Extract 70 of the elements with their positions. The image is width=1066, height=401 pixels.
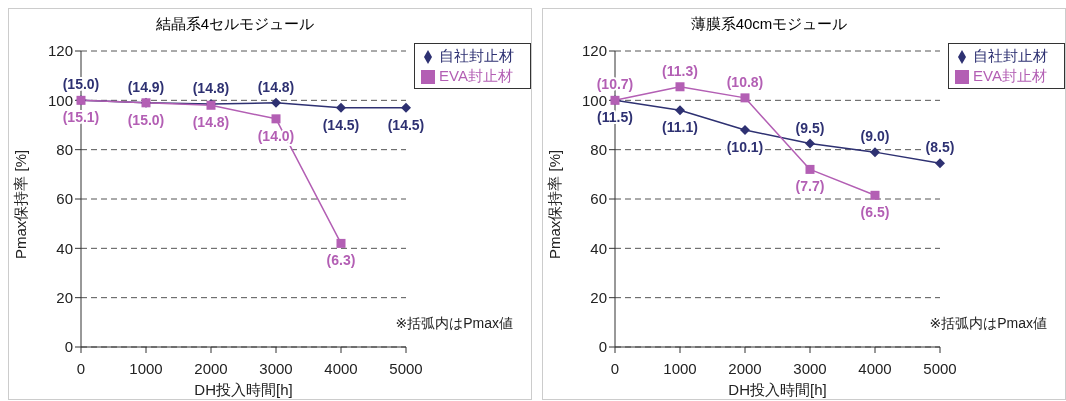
y-tick-label: 20: [590, 288, 607, 306]
annotation: (14.8): [192, 114, 230, 131]
y-axis-title: Pmax保持率 [%]: [12, 149, 30, 259]
annotation: (6.5): [860, 204, 890, 221]
point: [271, 97, 281, 108]
point: [401, 102, 411, 113]
x-tick-label: 1000: [663, 359, 697, 377]
point: [675, 105, 685, 116]
x-tick-label: 0: [610, 359, 620, 377]
x-tick-label: 0: [76, 359, 86, 377]
point: [740, 124, 750, 135]
y-tick-label: 60: [590, 190, 607, 208]
annotation: ※括弧内はPmax値: [395, 315, 513, 333]
annotation: (14.8): [192, 80, 230, 97]
legend-label: EVA封止材: [439, 67, 513, 84]
y-tick-label: 0: [598, 338, 607, 356]
chart-title: 結晶系4セルモジュール: [154, 14, 316, 34]
y-tick-label: 20: [56, 288, 73, 306]
y-axis-title: Pmax保持率 [%]: [546, 149, 564, 259]
y-tick-label: 40: [56, 239, 73, 257]
y-tick-label: 100: [581, 91, 607, 109]
y-tick-label: 80: [590, 140, 607, 158]
annotation: (14.5): [387, 116, 425, 133]
annotation: ※括弧内はPmax値: [929, 315, 1047, 333]
point: [336, 102, 346, 113]
annotation: (14.5): [322, 116, 360, 133]
annotation: (14.9): [127, 78, 165, 95]
y-tick-label: 100: [47, 91, 73, 109]
point: [271, 114, 281, 124]
x-tick-label: 4000: [858, 359, 892, 377]
annotation: (14.8): [257, 78, 295, 95]
y-tick-label: 40: [590, 239, 607, 257]
point: [675, 82, 685, 92]
x-axis-title: DH投入時間[h]: [728, 381, 827, 398]
y-tick-label: 60: [56, 190, 73, 208]
x-tick-label: 3000: [259, 359, 293, 377]
x-tick-label: 5000: [389, 359, 423, 377]
legend-label: 自社封止材: [973, 47, 1048, 64]
y-tick-label: 120: [47, 42, 73, 60]
annotation: (10.8): [726, 73, 764, 90]
x-tick-label: 3000: [793, 359, 827, 377]
y-tick-label: 120: [581, 42, 607, 60]
point: [805, 164, 815, 174]
annotation: (7.7): [795, 178, 825, 195]
annotation: (6.3): [326, 252, 356, 269]
annotation: (9.0): [860, 128, 890, 145]
annotation: (15.0): [127, 111, 165, 128]
annotation: (11.1): [662, 119, 698, 136]
x-tick-label: 4000: [324, 359, 358, 377]
legend-label: EVA封止材: [973, 67, 1047, 84]
annotation: (15.0): [62, 76, 100, 93]
x-tick-label: 2000: [194, 359, 228, 377]
point: [336, 238, 346, 248]
point: [805, 138, 815, 149]
annotation: (11.5): [597, 109, 633, 126]
annotation: (11.3): [662, 62, 698, 79]
point: [935, 158, 945, 169]
x-tick-label: 2000: [728, 359, 762, 377]
annotation: (9.5): [795, 119, 825, 136]
annotation: (8.5): [925, 139, 955, 156]
legend-label: 自社封止材: [439, 47, 514, 64]
point: [740, 93, 750, 103]
x-tick-label: 1000: [129, 359, 163, 377]
point: [870, 147, 880, 158]
y-tick-label: 0: [64, 338, 73, 356]
y-tick-label: 80: [56, 140, 73, 158]
chart-title: 薄膜系40cmモジュール: [689, 14, 849, 34]
x-axis-title: DH投入時間[h]: [194, 381, 293, 398]
point: [870, 190, 880, 200]
x-tick-label: 5000: [923, 359, 957, 377]
